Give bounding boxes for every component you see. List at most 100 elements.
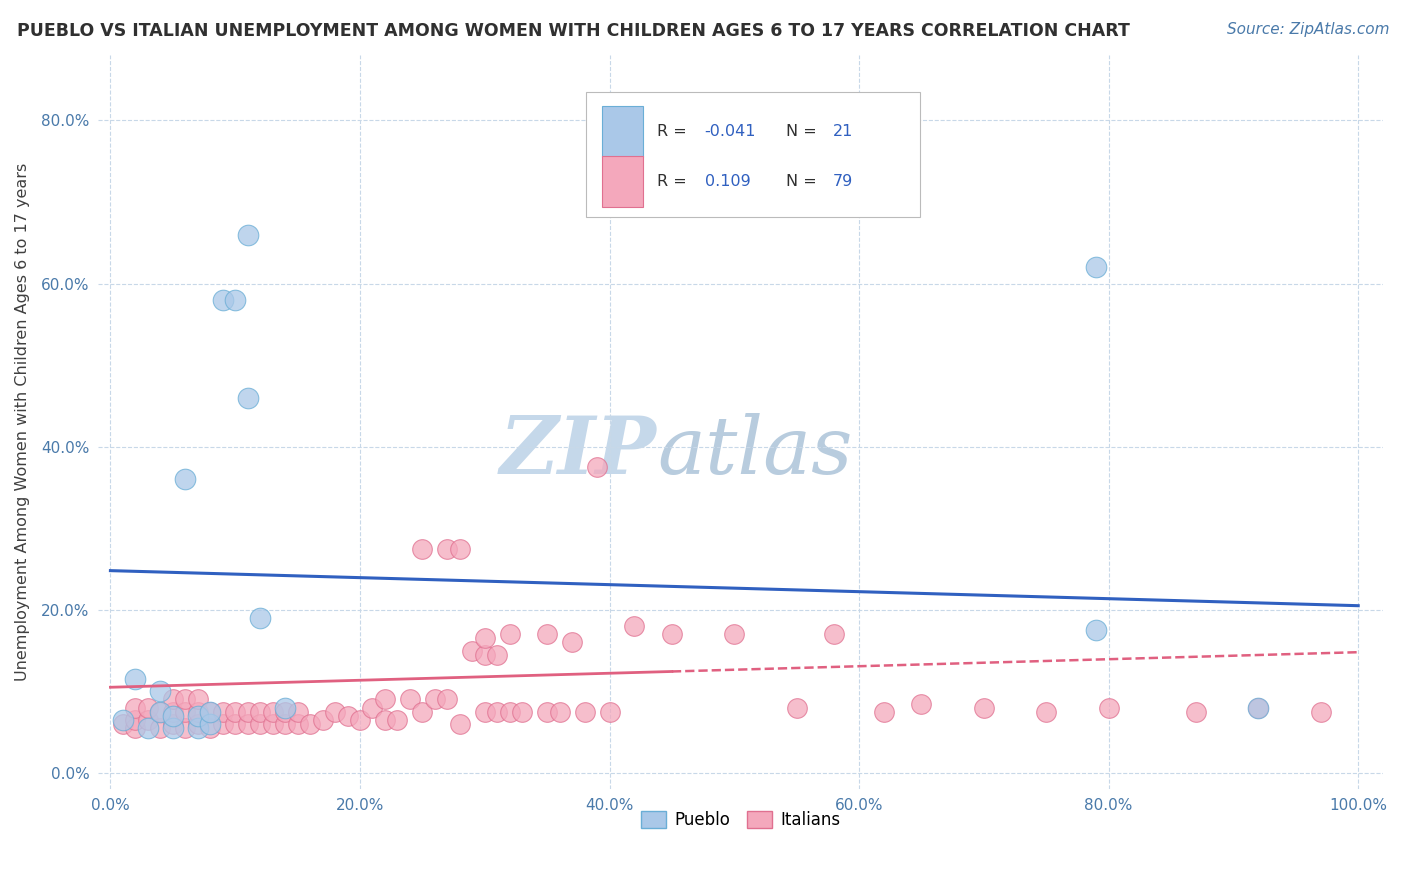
Point [136, 700, 159, 714]
Point [1185, 705, 1208, 719]
Point [174, 705, 197, 719]
Point [436, 692, 458, 706]
Point [323, 705, 346, 719]
Point [224, 705, 246, 719]
Point [124, 721, 146, 735]
Point [1247, 700, 1270, 714]
Point [236, 705, 259, 719]
Point [200, 705, 222, 719]
Point [187, 717, 209, 731]
Point [262, 717, 284, 731]
Point [474, 632, 496, 646]
Point [274, 717, 297, 731]
Point [274, 700, 297, 714]
Point [423, 692, 446, 706]
Point [1035, 705, 1057, 719]
Point [200, 721, 222, 735]
Point [149, 684, 172, 698]
Point [586, 460, 609, 475]
Point [623, 619, 645, 633]
Point [486, 648, 509, 662]
Point [823, 627, 845, 641]
Point [436, 541, 458, 556]
Point [162, 705, 184, 719]
Point [374, 713, 396, 727]
Point [249, 717, 271, 731]
Point [1247, 700, 1270, 714]
Point [236, 391, 259, 405]
Point [162, 708, 184, 723]
Point [548, 705, 571, 719]
Text: -0.041: -0.041 [704, 124, 756, 139]
Point [149, 721, 172, 735]
Text: N =: N = [786, 124, 821, 139]
Point [136, 713, 159, 727]
Point [149, 705, 172, 719]
Point [536, 705, 558, 719]
Point [361, 700, 384, 714]
Point [200, 717, 222, 731]
Point [411, 541, 433, 556]
Point [1085, 260, 1108, 275]
Point [236, 717, 259, 731]
Point [111, 713, 134, 727]
Point [200, 705, 222, 719]
Point [187, 705, 209, 719]
Legend: Pueblo, Italians: Pueblo, Italians [634, 805, 846, 836]
Point [599, 705, 621, 719]
Point [786, 700, 808, 714]
Point [910, 697, 932, 711]
Point [561, 635, 583, 649]
Point [187, 721, 209, 735]
Point [486, 705, 509, 719]
Point [449, 541, 471, 556]
Point [249, 705, 271, 719]
Point [336, 708, 359, 723]
Point [249, 611, 271, 625]
FancyBboxPatch shape [602, 106, 643, 158]
Point [349, 713, 371, 727]
Point [1085, 623, 1108, 637]
Point [287, 705, 309, 719]
Text: ZIP: ZIP [501, 413, 657, 491]
Point [873, 705, 896, 719]
Point [474, 705, 496, 719]
Text: Source: ZipAtlas.com: Source: ZipAtlas.com [1226, 22, 1389, 37]
FancyBboxPatch shape [602, 156, 643, 207]
Point [1309, 705, 1331, 719]
Point [111, 717, 134, 731]
Point [136, 721, 159, 735]
Point [399, 692, 422, 706]
Point [211, 705, 233, 719]
Point [124, 700, 146, 714]
Point [311, 713, 333, 727]
Point [211, 293, 233, 307]
Point [174, 472, 197, 486]
Y-axis label: Unemployment Among Women with Children Ages 6 to 17 years: Unemployment Among Women with Children A… [15, 163, 30, 681]
Text: 79: 79 [834, 174, 853, 189]
Point [723, 627, 745, 641]
Point [236, 227, 259, 242]
Point [124, 713, 146, 727]
Point [187, 708, 209, 723]
Text: R =: R = [657, 174, 692, 189]
Point [287, 717, 309, 731]
Point [124, 672, 146, 686]
Text: R =: R = [657, 124, 692, 139]
Point [211, 717, 233, 731]
Point [411, 705, 433, 719]
Point [536, 627, 558, 641]
Point [299, 717, 322, 731]
Point [499, 627, 522, 641]
Point [449, 717, 471, 731]
Text: PUEBLO VS ITALIAN UNEMPLOYMENT AMONG WOMEN WITH CHILDREN AGES 6 TO 17 YEARS CORR: PUEBLO VS ITALIAN UNEMPLOYMENT AMONG WOM… [17, 22, 1130, 40]
Point [973, 700, 995, 714]
Text: N =: N = [786, 174, 821, 189]
Text: 0.109: 0.109 [704, 174, 751, 189]
Point [374, 692, 396, 706]
Point [162, 692, 184, 706]
FancyBboxPatch shape [586, 92, 921, 217]
Point [224, 717, 246, 731]
Point [162, 717, 184, 731]
Text: 21: 21 [834, 124, 853, 139]
